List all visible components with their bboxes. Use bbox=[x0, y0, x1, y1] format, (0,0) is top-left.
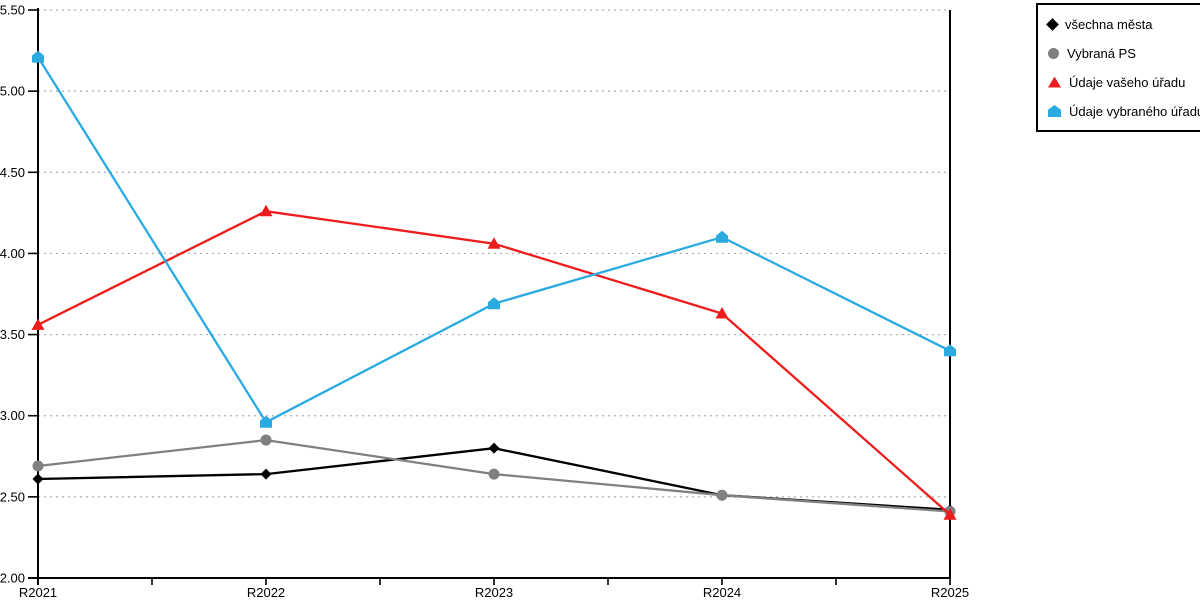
svg-text:R2023: R2023 bbox=[475, 585, 513, 600]
triangle-marker-icon bbox=[1048, 76, 1061, 88]
svg-text:2.00: 2.00 bbox=[0, 571, 25, 586]
svg-text:R2022: R2022 bbox=[247, 585, 285, 600]
legend-item-udaje-vaseho-uradu: Údaje vašeho úřadu bbox=[1048, 72, 1200, 92]
diamond-marker-icon bbox=[1046, 17, 1059, 31]
svg-text:R2025: R2025 bbox=[931, 585, 969, 600]
legend-label: Vybraná PS bbox=[1067, 45, 1136, 61]
circle-marker-icon bbox=[1048, 47, 1059, 59]
pentagon-marker-icon bbox=[1048, 105, 1061, 117]
svg-text:2.50: 2.50 bbox=[0, 489, 25, 504]
legend-label: všechna města bbox=[1065, 16, 1153, 32]
legend-label: Údaje vybraného úřadu bbox=[1069, 103, 1200, 119]
svg-text:4.50: 4.50 bbox=[0, 165, 25, 180]
svg-text:R2021: R2021 bbox=[19, 585, 57, 600]
legend-item-vsechna-mesta: všechna města bbox=[1046, 14, 1200, 34]
svg-text:R2024: R2024 bbox=[703, 585, 741, 600]
svg-text:3.50: 3.50 bbox=[0, 327, 25, 342]
svg-text:5.50: 5.50 bbox=[0, 3, 25, 18]
legend-box: všechna města Vybraná PS Údaje vašeho úř… bbox=[1036, 3, 1200, 132]
legend-item-udaje-vybraneho-uradu: Údaje vybraného úřadu bbox=[1048, 101, 1200, 121]
svg-text:3.00: 3.00 bbox=[0, 408, 25, 423]
svg-text:5.00: 5.00 bbox=[0, 84, 25, 99]
svg-text:4.00: 4.00 bbox=[0, 246, 25, 261]
legend-label: Údaje vašeho úřadu bbox=[1069, 74, 1186, 90]
legend-item-vybrana-ps: Vybraná PS bbox=[1048, 43, 1200, 63]
